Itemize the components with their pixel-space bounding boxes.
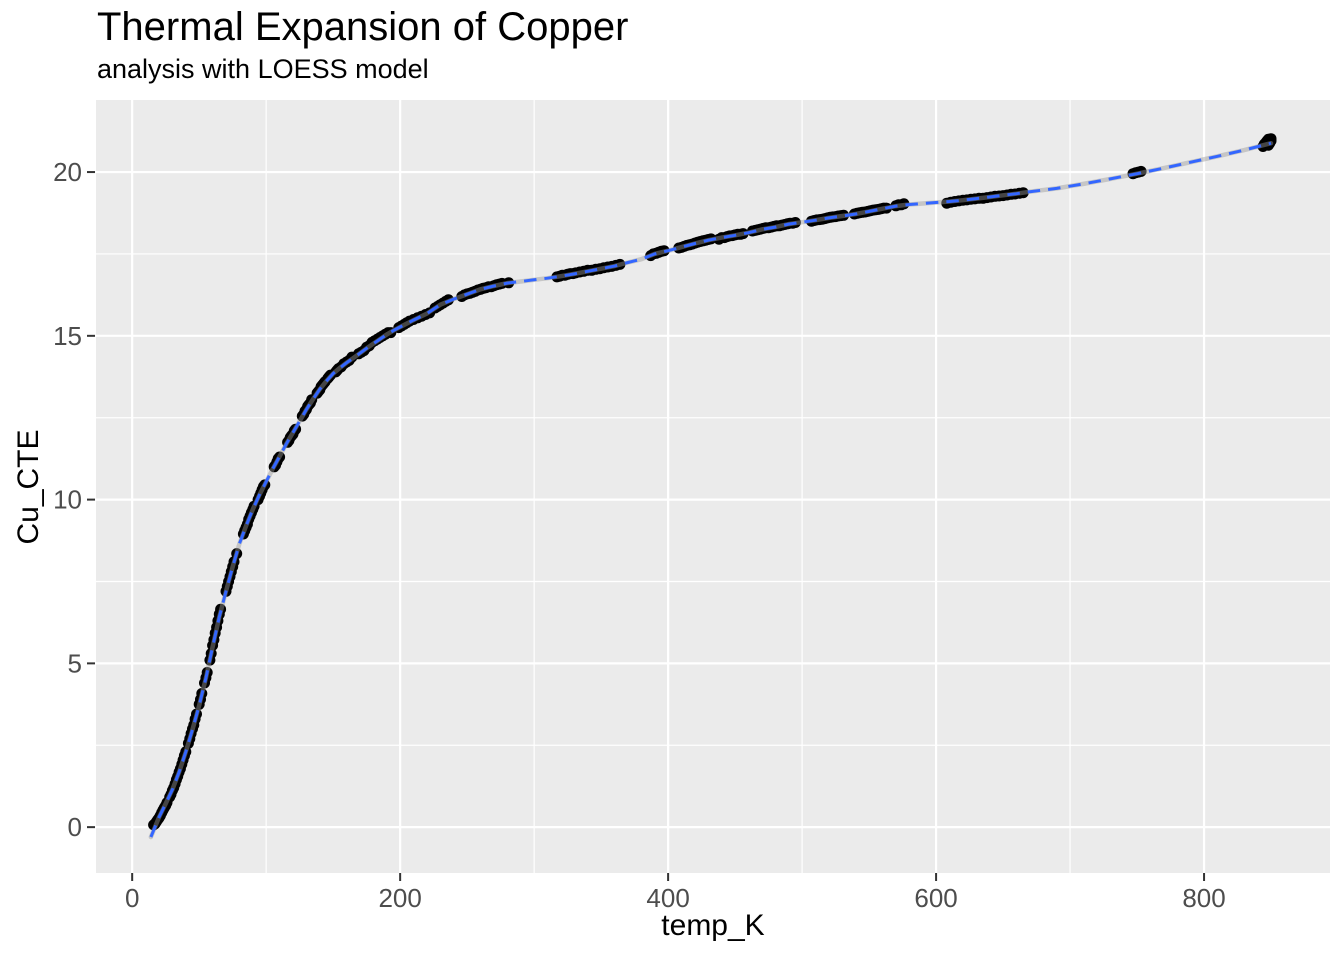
x-tick-label: 800	[1182, 883, 1225, 913]
y-tick-label: 5	[68, 648, 82, 678]
plot-title: Thermal Expansion of Copper	[97, 5, 629, 49]
x-tick-label: 200	[378, 883, 421, 913]
y-tick-label: 15	[53, 321, 82, 351]
x-tick-label: 0	[125, 883, 139, 913]
x-tick-label: 400	[646, 883, 689, 913]
data-point	[898, 198, 910, 210]
data-point	[614, 258, 626, 270]
y-tick-label: 10	[53, 485, 82, 515]
plot-subtitle: analysis with LOESS model	[97, 54, 429, 84]
plot-panel	[96, 100, 1330, 873]
data-point	[215, 603, 227, 615]
y-tick-label: 0	[68, 812, 82, 842]
x-axis-title: temp_K	[661, 909, 765, 942]
loess-line	[149, 141, 1272, 838]
data-point	[737, 228, 749, 240]
y-tick-label: 20	[53, 157, 82, 187]
data-point	[838, 209, 850, 221]
x-tick-label: 600	[914, 883, 957, 913]
data-point	[1017, 187, 1029, 199]
y-axis-title: Cu_CTE	[12, 429, 45, 545]
data-point	[1265, 133, 1277, 145]
